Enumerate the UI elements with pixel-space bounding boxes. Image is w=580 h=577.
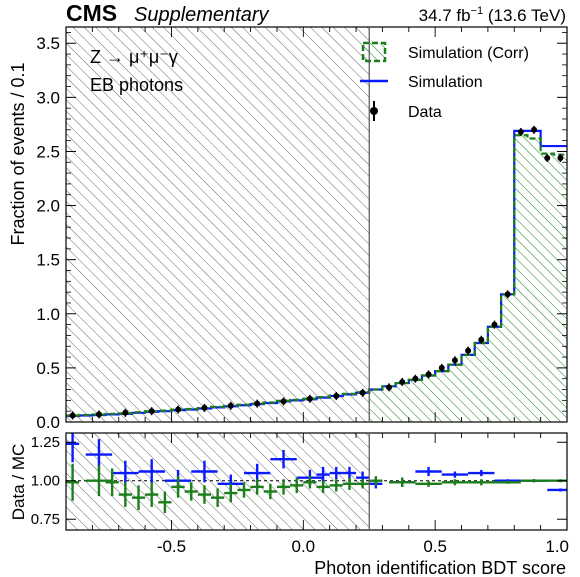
main-frame (65, 26, 568, 423)
main-ytick-label: 2.0 (36, 197, 60, 216)
supplementary-label: Supplementary (134, 4, 270, 26)
ratio-ytick-label: 0.75 (31, 511, 60, 528)
data-point (438, 364, 445, 371)
data-point (399, 378, 406, 385)
data-point (122, 409, 129, 416)
main-ytick-label: 1.0 (36, 305, 60, 324)
main-ylabel: Fraction of events / 0.1 (8, 62, 28, 245)
data-point (451, 357, 458, 364)
ratio-xtick-label: 0.0 (291, 537, 315, 556)
data-point (504, 291, 511, 298)
data-point (148, 408, 155, 415)
data-point (175, 406, 182, 413)
ratio-panel: 0.75 1.00 1.25 -0.5 0.0 0.5 1.0 Data / MC Phot… (9, 432, 569, 577)
data-point (544, 154, 551, 161)
main-ytick-label: 3.5 (36, 34, 60, 53)
ratio-frame (65, 432, 568, 531)
main-cut-region (66, 27, 370, 422)
data-point (306, 395, 313, 402)
legend-data-label: Data (408, 104, 442, 121)
category-annotation: EB photons (90, 75, 183, 95)
ratio-ytick-label: 1.00 (31, 473, 60, 490)
legend-corr-swatch (361, 41, 387, 63)
ratio-ylabel: Data / MC (9, 444, 28, 521)
energy-value: (13.6 TeV) (483, 6, 566, 25)
ratio-xtick-label: -0.5 (157, 537, 186, 556)
ratio-xtick-label: 1.0 (545, 537, 569, 556)
lumi-label: 34.7 fb−1 (13.6 TeV) (419, 5, 566, 25)
data-point (333, 393, 340, 400)
data-point (531, 126, 538, 133)
data-point (95, 411, 102, 418)
data-point (201, 404, 208, 411)
ratio-ytick-label: 1.25 (31, 434, 60, 451)
ratio-xtick-label: 0.5 (423, 537, 447, 556)
legend-corr-label: Simulation (Corr) (408, 45, 529, 62)
data-point (517, 128, 524, 135)
data-point (491, 321, 498, 328)
data-point (478, 336, 485, 343)
corr-hatch-fill (369, 135, 567, 422)
main-ytick-label: 2.5 (36, 142, 60, 161)
main-panel: 0.0 0.5 1.0 1.5 2.0 2.5 3.0 3.5 Fraction of eve… (8, 26, 568, 432)
data-point (557, 154, 564, 161)
lumi-value: 34.7 fb (419, 6, 471, 25)
main-ytick-label: 0.0 (36, 413, 60, 432)
data-point (359, 389, 366, 396)
data-point (465, 347, 472, 354)
main-ytick-label: 1.5 (36, 251, 60, 270)
main-ytick-label: 3.0 (36, 88, 60, 107)
data-point (280, 398, 287, 405)
lumi-exponent: −1 (471, 5, 484, 17)
header: CMS Supplementary 34.7 fb−1 (13.6 TeV) (66, 0, 566, 26)
data-point (425, 371, 432, 378)
legend: Simulation (Corr) Simulation Data (360, 41, 529, 121)
data-point (69, 412, 76, 419)
cms-label: CMS (66, 0, 117, 26)
data-point (386, 384, 393, 391)
data-point (227, 402, 234, 409)
data-point (254, 400, 261, 407)
main-ytick-label: 0.5 (36, 359, 60, 378)
data-point (412, 375, 419, 382)
x-axis-label: Photon identification BDT score (314, 558, 566, 577)
process-annotation: Z → μ⁺μ⁻γ (90, 47, 178, 67)
legend-sim-label: Simulation (408, 74, 483, 91)
